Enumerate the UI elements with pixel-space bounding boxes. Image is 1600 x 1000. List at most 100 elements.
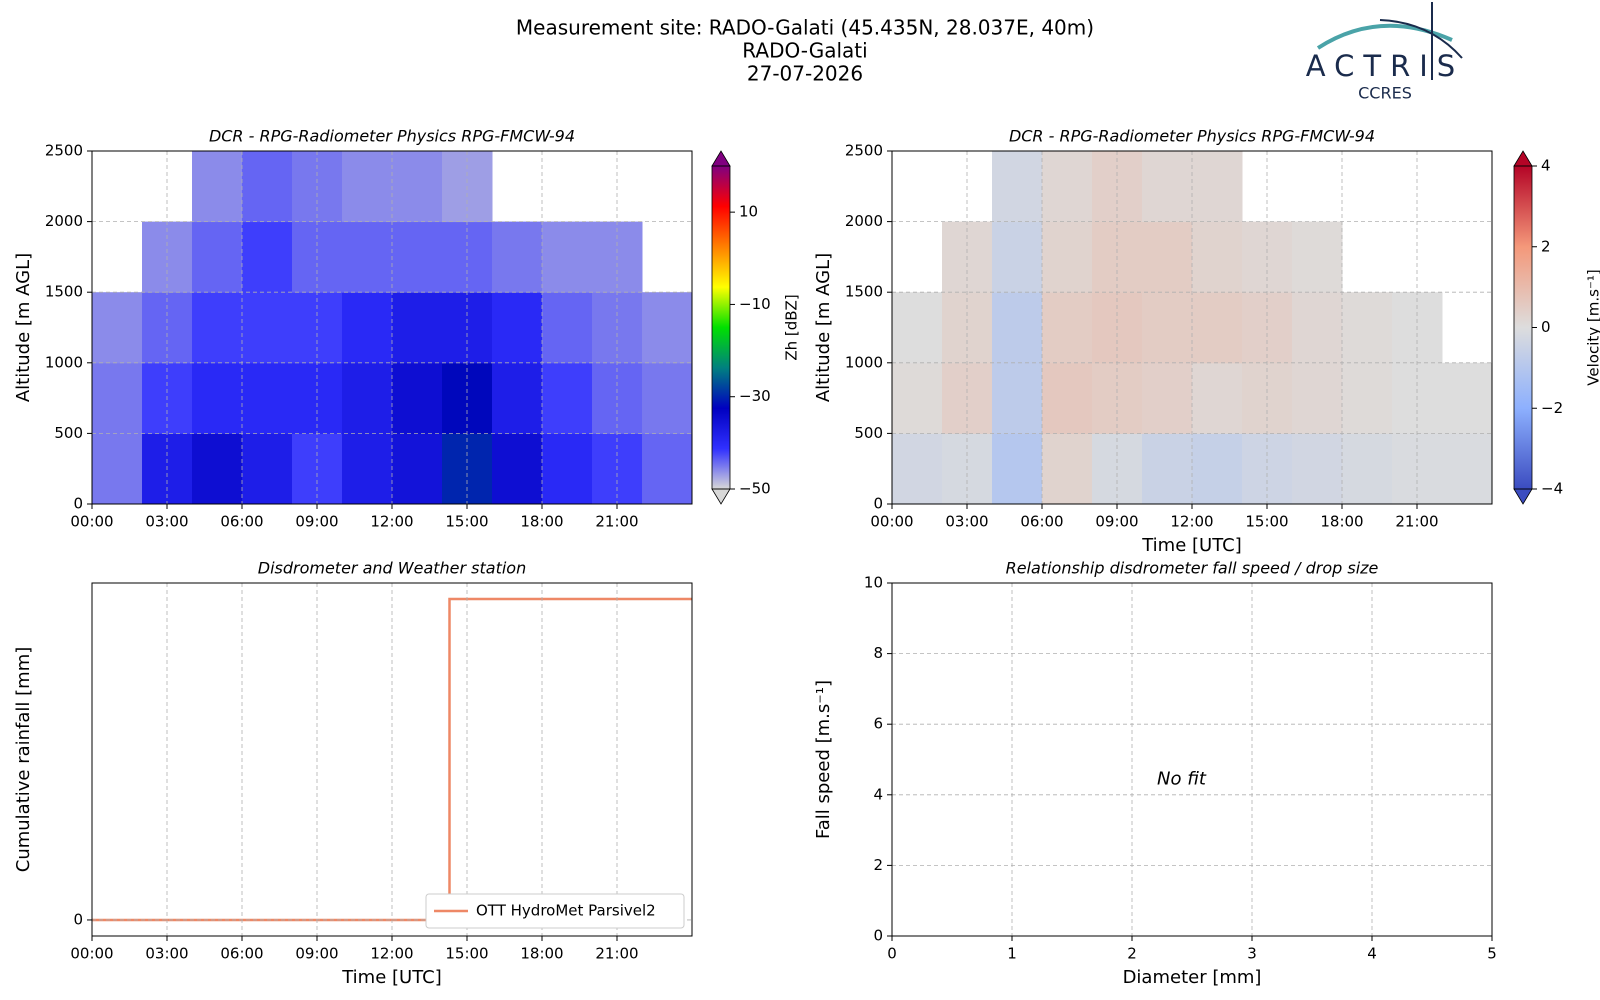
- x-tick-label: 00:00: [70, 945, 113, 963]
- heatmap-cell: [392, 433, 443, 504]
- axes-title: Relationship disdrometer fall speed / dr…: [1006, 559, 1379, 578]
- heatmap-cell: [1292, 292, 1343, 364]
- heatmap-cell: [992, 433, 1043, 504]
- heatmap-cell: [242, 221, 293, 293]
- y-tick-label: 0: [873, 927, 883, 945]
- colorbar-extend: [1513, 488, 1533, 505]
- x-tick-label: 15:00: [445, 945, 488, 963]
- x-tick-label: 18:00: [1320, 513, 1363, 531]
- x-tick-label: 03:00: [145, 945, 188, 963]
- heatmap-cell: [1342, 292, 1393, 364]
- heatmap-cell: [342, 362, 393, 434]
- heatmap-cell: [992, 221, 1043, 293]
- annotation: No fit: [1157, 769, 1207, 790]
- colorbar-tick-label: −50: [739, 480, 771, 498]
- heatmap-cell: [1292, 433, 1343, 504]
- heatmap-cell: [492, 221, 543, 293]
- axes-title: Disdrometer and Weather station: [258, 559, 526, 578]
- heatmap-cell: [492, 433, 543, 504]
- x-tick-label: 4: [1367, 945, 1377, 963]
- heatmap-cell: [1042, 151, 1093, 223]
- heatmap-cell: [1142, 362, 1193, 434]
- heatmap-cell: [342, 151, 393, 223]
- heatmap-cell: [192, 151, 243, 223]
- axes-title: DCR - RPG-Radiometer Physics RPG-FMCW-94: [209, 127, 575, 146]
- heatmap-cell: [242, 292, 293, 364]
- heatmap-cell: [1042, 221, 1093, 293]
- x-tick-label: 15:00: [445, 513, 488, 531]
- heatmap-cell: [1192, 221, 1243, 293]
- logo-arc: [1379, 19, 1463, 59]
- x-tick-label: 18:00: [520, 513, 563, 531]
- heatmap-cell: [492, 292, 543, 364]
- colorbar-tick-label: 0: [1541, 318, 1551, 336]
- colorbar-label: Velocity [m.s⁻¹]: [1585, 269, 1600, 385]
- x-tick-label: 09:00: [295, 945, 338, 963]
- heatmap-cell: [642, 292, 692, 364]
- x-tick-label: 06:00: [220, 513, 263, 531]
- heatmap-cell: [1342, 362, 1393, 434]
- heatmap-cell: [892, 292, 943, 364]
- heatmap-cell: [892, 433, 943, 504]
- y-tick-label: 10: [864, 574, 883, 592]
- x-tick-label: 03:00: [145, 513, 188, 531]
- heatmap-cell: [242, 151, 293, 223]
- heatmap-cell: [192, 433, 243, 504]
- y-axis-label: Cumulative rainfall [mm]: [13, 647, 34, 873]
- header-line: RADO-Galati: [742, 39, 867, 63]
- logo-subtext: CCRES: [1358, 84, 1412, 103]
- heatmap-cell: [992, 151, 1043, 223]
- y-tick-label: 2000: [845, 212, 883, 230]
- heatmap-cell: [992, 292, 1043, 364]
- heatmap-cell: [342, 292, 393, 364]
- heatmap-cell: [1192, 292, 1243, 364]
- x-tick-label: 12:00: [370, 945, 413, 963]
- y-tick-label: 6: [873, 715, 883, 733]
- logo-text: ACTRIS: [1306, 49, 1464, 83]
- heatmap-cell: [992, 362, 1043, 434]
- colorbar-extend: [711, 488, 731, 505]
- colorbar-tick-label: 2: [1541, 237, 1551, 255]
- y-tick-label: 2: [873, 856, 883, 874]
- heatmap-cell: [1192, 362, 1243, 434]
- x-tick-label: 12:00: [1170, 513, 1213, 531]
- heatmap-cell: [192, 362, 243, 434]
- heatmap-cell: [1342, 433, 1393, 504]
- header-line: 27-07-2026: [747, 62, 863, 86]
- colorbar-tick-label: −30: [739, 387, 771, 405]
- y-tick-label: 500: [54, 424, 83, 442]
- heatmap-cell: [1192, 433, 1243, 504]
- axes-title: DCR - RPG-Radiometer Physics RPG-FMCW-94: [1009, 127, 1375, 146]
- y-tick-label: 0: [73, 910, 83, 928]
- heatmap-cell: [342, 221, 393, 293]
- x-tick-label: 06:00: [1020, 513, 1063, 531]
- colorbar-frame: [711, 165, 731, 490]
- heatmap-cell: [392, 362, 443, 434]
- heatmap-cell: [1442, 433, 1492, 504]
- heatmap-cell: [642, 362, 692, 434]
- heatmap-cell: [542, 433, 593, 504]
- heatmap-cell: [1192, 151, 1243, 223]
- x-tick-label: 21:00: [595, 513, 638, 531]
- x-tick-label: 00:00: [70, 513, 113, 531]
- heatmap-cell: [542, 221, 593, 293]
- heatmap-cell: [242, 433, 293, 504]
- axes-frame: [891, 582, 1493, 937]
- colorbar-tick-label: −2: [1541, 399, 1563, 417]
- colorbar: [712, 166, 730, 489]
- heatmap-cell: [1442, 362, 1492, 434]
- plot-area: [892, 151, 1492, 504]
- x-axis-label: Diameter [mm]: [1123, 967, 1262, 988]
- heatmap-cell: [1292, 362, 1343, 434]
- x-tick-label: 21:00: [1395, 513, 1438, 531]
- y-tick-label: 500: [854, 424, 883, 442]
- colorbar-tick-label: 10: [739, 203, 758, 221]
- legend-label: OTT HydroMet Parsivel2: [476, 902, 656, 920]
- y-axis-label: Altitude [m AGL]: [13, 253, 34, 402]
- x-tick-label: 5: [1487, 945, 1497, 963]
- y-tick-label: 1500: [845, 283, 883, 301]
- colorbar-tick-label: 4: [1541, 157, 1551, 175]
- heatmap-cell: [92, 362, 143, 434]
- heatmap-cell: [1042, 362, 1093, 434]
